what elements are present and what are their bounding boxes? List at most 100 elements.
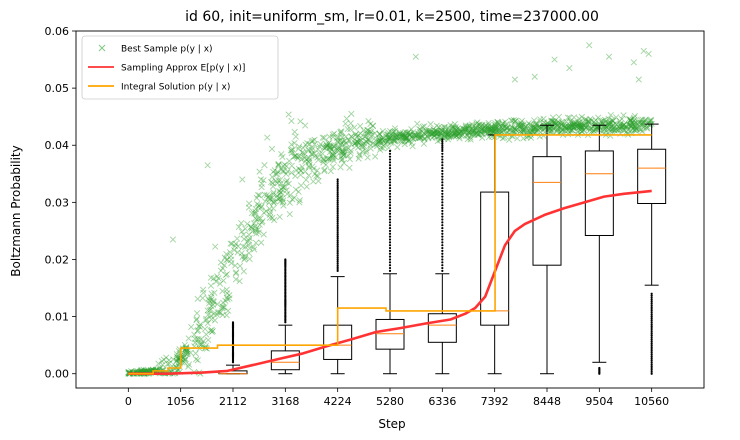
best-sample-point [185,335,192,342]
box-flier [650,307,653,311]
best-sample-point [477,125,484,132]
box-plot [532,124,562,375]
best-sample-point [485,119,492,127]
best-sample-point [452,130,459,137]
best-sample-point [212,243,219,250]
best-sample-point [155,360,162,367]
best-sample-point [520,121,527,128]
best-sample-point [611,127,618,134]
best-sample-point [577,123,584,130]
best-sample-point [465,130,473,137]
best-sample-point [457,129,464,136]
box-flier [336,267,339,271]
best-sample-point [326,142,333,149]
box-plot [584,124,614,375]
best-sample-point [305,146,312,153]
best-sample-point [270,199,278,207]
best-sample-point [409,129,417,136]
box-flier [336,184,339,187]
best-sample-point [558,121,565,129]
best-sample-point [460,126,468,133]
best-sample-point [396,131,403,138]
best-sample-point [267,209,274,216]
best-sample-point [532,124,539,131]
best-sample-point [606,121,613,129]
best-sample-point [223,250,230,258]
best-sample-point [495,127,502,134]
best-sample-point [206,300,213,307]
best-sample-point [427,130,434,137]
best-sample-point [222,271,229,279]
best-sample-point [617,121,624,128]
best-sample-point [414,120,421,127]
best-sample-point [444,136,452,143]
best-sample-point [432,130,440,137]
best-sample-point [569,121,577,128]
best-sample-point [525,120,532,127]
best-sample-point [487,125,495,132]
best-sample-point [468,125,476,132]
best-sample-point [385,144,392,151]
best-sample-point [184,350,191,357]
best-sample-point [140,366,147,373]
best-sample-point [628,123,636,130]
best-sample-point [625,115,633,123]
best-sample-point [256,192,263,199]
best-sample-point [394,137,401,144]
box-flier [650,313,653,316]
best-sample-point [381,137,389,144]
best-sample-point [468,125,475,133]
box-body [427,313,457,343]
best-sample-point [540,132,547,139]
box-flier [650,304,653,307]
best-sample-point [418,134,425,141]
best-sample-point [264,134,271,141]
best-sample-point [632,119,639,126]
best-sample-point [644,123,651,130]
best-sample-point [346,164,353,172]
best-sample-point [605,120,612,128]
best-sample-point [326,133,333,140]
best-sample-point [517,120,524,128]
box-plot [323,178,353,375]
best-sample-point [435,124,442,131]
best-sample-point [380,137,387,145]
best-sample-point [158,358,166,365]
best-sample-point [464,136,471,143]
best-sample-point [442,129,449,137]
best-sample-point [204,320,211,327]
best-sample-point [620,112,627,119]
box-plot [427,138,457,375]
best-sample-point [296,197,303,204]
best-sample-point [246,255,253,263]
best-sample-point [240,268,247,275]
best-sample-point [591,118,598,125]
best-sample-point [628,120,635,127]
best-sample-point [192,350,199,357]
best-sample-point [469,129,476,136]
box-flier [650,326,653,330]
best-sample-point [342,133,350,140]
best-sample-point [280,184,287,191]
best-sample-point [408,139,415,146]
best-sample-point [265,192,273,200]
best-sample-point [633,124,641,132]
best-sample-point [410,131,417,138]
best-sample-point [451,124,458,131]
best-sample-point [208,312,215,319]
box-flier [650,370,653,373]
best-sample-point [419,123,426,130]
best-sample-point [522,123,529,130]
box-flier [336,250,339,253]
best-sample-point [231,243,239,250]
best-sample-point [434,130,441,137]
best-sample-point [405,137,412,144]
best-sample-point [278,150,285,158]
box-flier [336,226,339,229]
best-sample-point [292,186,300,193]
x-tick-label: 9504 [585,395,613,408]
best-sample-point [219,305,226,312]
best-sample-point [206,297,213,304]
best-sample-point [645,50,652,57]
best-sample-point [514,135,521,142]
